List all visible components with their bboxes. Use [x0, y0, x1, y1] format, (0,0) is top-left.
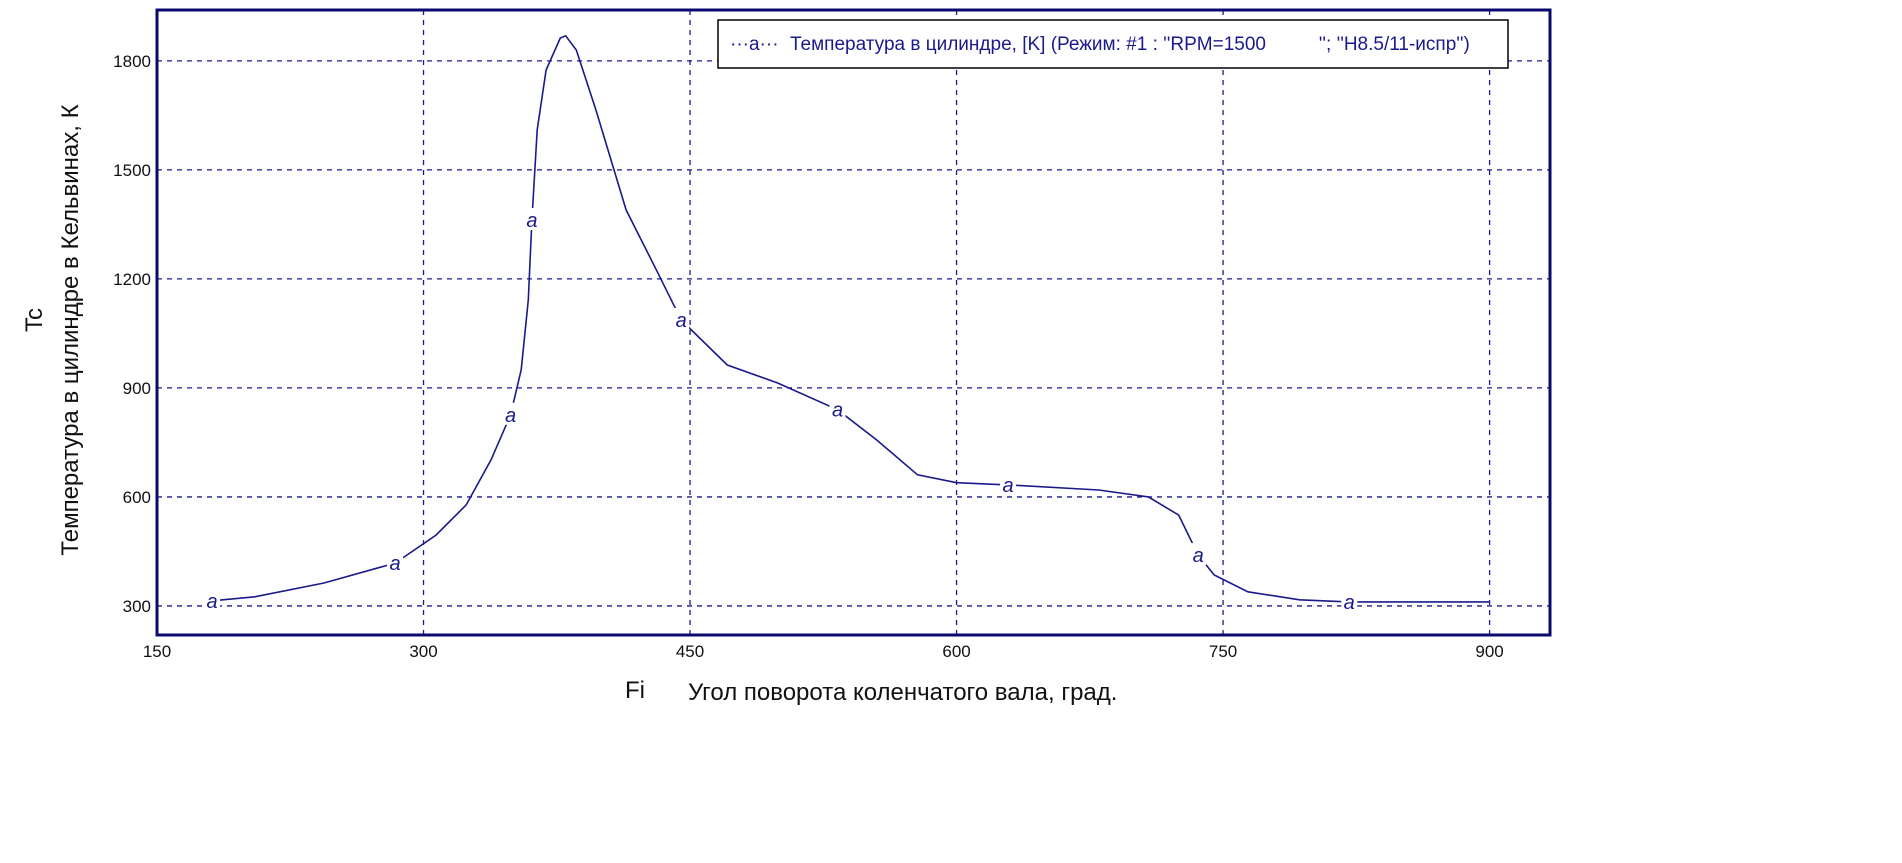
legend-label: Температура в цилиндре, [K] (Режим: #1 :…: [790, 34, 1470, 55]
legend: ···a··· Температура в цилиндре, [K] (Реж…: [717, 19, 1509, 69]
plot-frame: [155, 8, 1552, 637]
grid: [156, 10, 1550, 635]
marker-bg: [1190, 543, 1207, 566]
data-point-marker: a: [1003, 475, 1014, 497]
data-point-marker: a: [1344, 592, 1355, 614]
legend-marker: ···a···: [730, 34, 779, 55]
series-markers: a a a a a a a a a: [204, 208, 1358, 614]
x-tick-label: 300: [409, 642, 437, 661]
y-axis-symbol: Tc: [21, 308, 48, 332]
x-tick-label: 900: [1475, 642, 1503, 661]
marker-bg: [502, 402, 519, 425]
marker-bg: [387, 551, 404, 574]
marker-bg: [673, 307, 690, 330]
marker-bg: [523, 208, 540, 231]
y-tick-label: 300: [123, 597, 151, 616]
y-tick-label: 900: [123, 379, 151, 398]
data-point-marker: a: [390, 553, 401, 575]
y-tick-label: 1500: [113, 161, 151, 180]
x-tick-label: 150: [143, 642, 171, 661]
x-axis-label: Угол поворота коленчатого вала, град.: [688, 679, 1117, 706]
y-tick-label: 1200: [113, 270, 151, 289]
y-axis-label: Температура в цилиндре в Кельвинах, К: [57, 104, 84, 555]
x-tick-label: 600: [942, 642, 970, 661]
marker-bg: [1341, 589, 1358, 612]
data-point-marker: a: [207, 591, 218, 613]
data-point-marker: a: [505, 405, 516, 427]
series-line: [212, 34, 1490, 603]
marker-bg: [1000, 472, 1017, 495]
ticks: 150 300 450 600 750 900 300 600 900 1200 1500 1800: [113, 52, 1504, 661]
data-point-marker: a: [1193, 545, 1204, 567]
x-tick-label: 450: [676, 642, 704, 661]
data-point-marker: a: [676, 310, 687, 332]
x-axis-symbol: Fi: [625, 677, 645, 704]
data-point-marker: a: [832, 400, 843, 422]
marker-bg: [829, 397, 846, 420]
y-tick-label: 1800: [113, 52, 151, 71]
y-tick-label: 600: [123, 488, 151, 507]
x-tick-label: 750: [1209, 642, 1237, 661]
data-point-marker: a: [526, 210, 537, 232]
marker-bg: [204, 588, 221, 611]
